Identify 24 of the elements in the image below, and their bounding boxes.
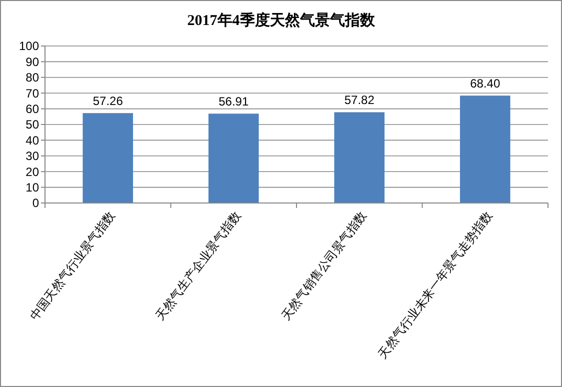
x-tick-label: 天然气行业未来一年景气走势指数: [375, 208, 495, 362]
y-tick-label: 0: [32, 196, 40, 210]
y-tick-label: 40: [26, 133, 40, 148]
y-tick-label: 100: [18, 39, 40, 54]
data-label: 56.91: [218, 94, 249, 109]
y-tick-label: 80: [26, 70, 40, 85]
bar: [334, 112, 385, 203]
y-tick-label: 30: [26, 149, 40, 164]
bar: [460, 96, 510, 203]
data-label: 68.40: [470, 76, 500, 91]
x-tick-label: 天然气销售公司景气指数: [278, 208, 370, 323]
y-tick-label: 10: [26, 180, 40, 194]
y-tick-label: 20: [26, 164, 40, 179]
y-tick-label: 50: [26, 118, 40, 132]
x-tick-label: 天然气生产企业景气指数: [152, 208, 244, 323]
y-tick-label: 60: [26, 102, 40, 116]
bar: [82, 113, 134, 203]
data-label: 57.26: [92, 94, 124, 108]
x-tick-label: 中国天然气行业景气指数: [27, 208, 118, 323]
bar: [208, 114, 259, 203]
data-label: 57.82: [344, 93, 375, 108]
chart-title: 2017年4季度天然气景气指数: [187, 11, 376, 29]
y-tick-label: 70: [26, 86, 40, 100]
y-tick-label: 90: [26, 54, 40, 69]
